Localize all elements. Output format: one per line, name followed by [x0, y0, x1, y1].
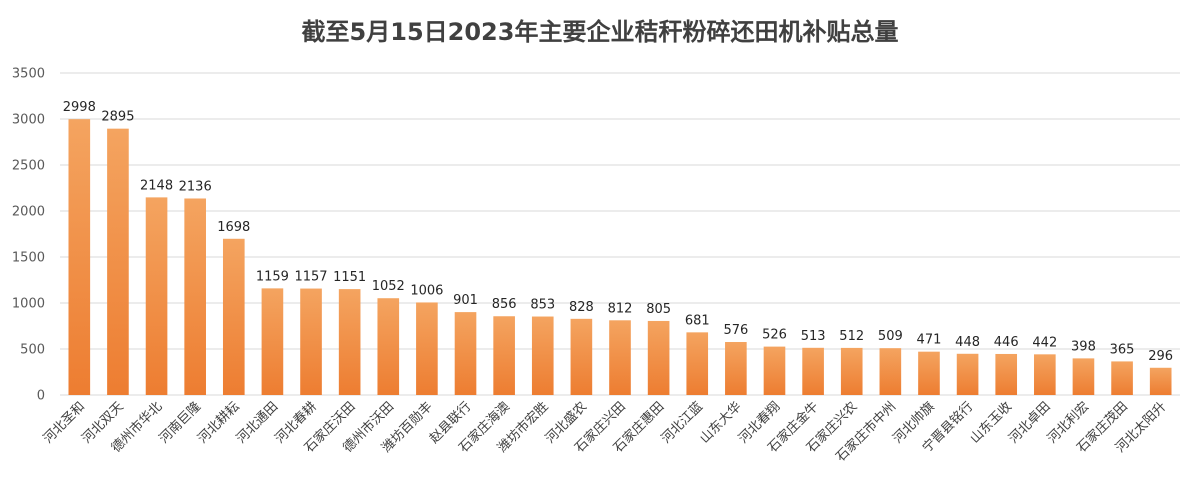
- bars: [68, 119, 1172, 396]
- data-label-2: 2148: [140, 178, 173, 193]
- bar-5: [261, 288, 284, 395]
- bar-18: [763, 346, 786, 395]
- category-label-16: 河北江蓝: [659, 399, 706, 446]
- y-tick-label-1: 500: [20, 343, 45, 358]
- data-label-5: 1159: [256, 269, 289, 284]
- bar-14: [609, 320, 631, 395]
- data-label-13: 828: [569, 300, 594, 315]
- bar-16: [686, 332, 709, 395]
- data-label-27: 365: [1110, 342, 1135, 357]
- bar-26: [1072, 358, 1095, 395]
- data-label-11: 856: [492, 297, 517, 312]
- x-axis-categories: 河北圣和河北双天德州市华北河南巨隆河北耕耘河北通田河北春耕石家庄沃田德州市沃田潍…: [41, 399, 1170, 465]
- data-label-22: 471: [917, 333, 942, 348]
- data-label-9: 1006: [410, 283, 443, 298]
- data-label-25: 442: [1032, 335, 1057, 350]
- data-label-16: 681: [685, 313, 710, 328]
- data-label-0: 2998: [63, 100, 96, 115]
- data-label-12: 853: [530, 298, 555, 313]
- category-label-5: 河北通田: [234, 399, 281, 446]
- bar-6: [300, 288, 322, 395]
- data-label-14: 812: [608, 301, 633, 316]
- data-label-23: 448: [955, 335, 980, 350]
- bar-8: [377, 298, 400, 395]
- bar-21: [879, 348, 902, 395]
- y-tick-label-4: 2000: [12, 205, 45, 220]
- category-label-3: 河南巨隆: [156, 399, 204, 447]
- data-label-1: 2895: [101, 110, 134, 125]
- bar-13: [570, 318, 593, 395]
- data-label-7: 1151: [333, 270, 366, 285]
- data-labels: 2998 2895 2148 2136 1698 1159 1157 1151 1052 1006…: [63, 100, 1173, 364]
- bar-11: [493, 316, 515, 395]
- category-label-4: 河北耕耘: [195, 399, 243, 447]
- chart-title: 截至5月15日2023年主要企业秸秆粉碎还田机补贴总量: [301, 18, 899, 46]
- data-label-28: 296: [1148, 349, 1173, 364]
- y-tick-label-0: 0: [37, 389, 45, 404]
- data-label-15: 805: [646, 302, 671, 317]
- data-label-4: 1698: [217, 220, 250, 235]
- data-label-20: 512: [839, 329, 864, 344]
- category-label-24: 山东玉收: [968, 399, 1015, 446]
- bar-20: [840, 347, 863, 395]
- bar-24: [995, 353, 1018, 395]
- data-label-24: 446: [994, 335, 1019, 350]
- data-label-26: 398: [1071, 339, 1096, 354]
- data-label-8: 1052: [372, 279, 405, 294]
- bar-15: [647, 320, 670, 395]
- bar-2: [145, 197, 168, 395]
- y-tick-label-3: 1500: [12, 251, 45, 266]
- bar-12: [531, 316, 554, 395]
- bar-27: [1111, 361, 1133, 395]
- bar-0: [68, 119, 91, 396]
- y-tick-label-5: 2500: [12, 159, 45, 174]
- data-label-10: 901: [453, 293, 478, 308]
- bar-19: [802, 347, 824, 395]
- data-label-6: 1157: [294, 270, 327, 285]
- category-label-17: 山东大华: [697, 399, 744, 446]
- data-label-21: 509: [878, 329, 903, 344]
- bar-4: [222, 238, 245, 395]
- category-label-25: 河北卓田: [1006, 399, 1053, 446]
- bar-7: [338, 289, 361, 395]
- category-label-0: 河北圣和: [41, 399, 88, 446]
- bar-25: [1034, 354, 1056, 395]
- data-label-17: 576: [723, 323, 748, 338]
- bar-17: [725, 342, 747, 395]
- bar-23: [956, 353, 979, 395]
- bar-22: [918, 351, 940, 395]
- y-tick-label-6: 3000: [12, 113, 45, 128]
- bar-10: [454, 312, 477, 395]
- bar-1: [107, 128, 129, 395]
- bar-28: [1149, 367, 1172, 395]
- y-axis-ticks: 0 500 1000 1500 2000 2500 3000 3500: [12, 67, 45, 404]
- bar-9: [416, 302, 438, 395]
- data-label-19: 513: [801, 329, 826, 344]
- bar-3: [184, 198, 206, 395]
- y-tick-label-2: 1000: [12, 297, 45, 312]
- data-label-3: 2136: [179, 179, 212, 194]
- data-label-18: 526: [762, 328, 787, 343]
- y-tick-label-7: 3500: [12, 67, 45, 82]
